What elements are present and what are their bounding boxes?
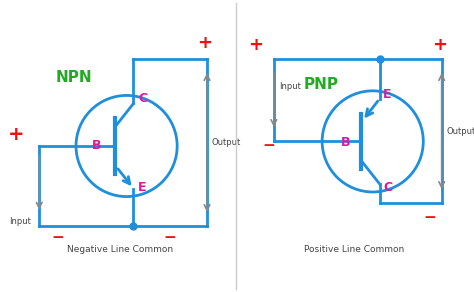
Text: B: B	[92, 140, 101, 152]
Text: Input: Input	[280, 81, 301, 91]
Text: E: E	[383, 88, 392, 101]
Text: Input: Input	[9, 217, 31, 226]
Text: Output: Output	[211, 138, 241, 147]
Text: NPN: NPN	[55, 69, 92, 85]
Text: B: B	[340, 136, 350, 149]
Text: Negative Line Common: Negative Line Common	[67, 245, 173, 254]
Text: E: E	[138, 181, 146, 194]
Text: −: −	[164, 230, 177, 246]
Text: C: C	[383, 181, 392, 194]
Text: −: −	[424, 210, 437, 225]
Text: C: C	[138, 92, 147, 105]
Text: +: +	[8, 125, 25, 144]
Text: +: +	[248, 36, 263, 54]
Text: −: −	[51, 230, 64, 246]
Text: +: +	[432, 36, 447, 54]
Text: −: −	[263, 138, 275, 154]
Text: Output: Output	[447, 126, 474, 135]
Text: Positive Line Common: Positive Line Common	[304, 245, 404, 254]
Text: +: +	[197, 34, 212, 52]
Text: PNP: PNP	[304, 77, 339, 91]
